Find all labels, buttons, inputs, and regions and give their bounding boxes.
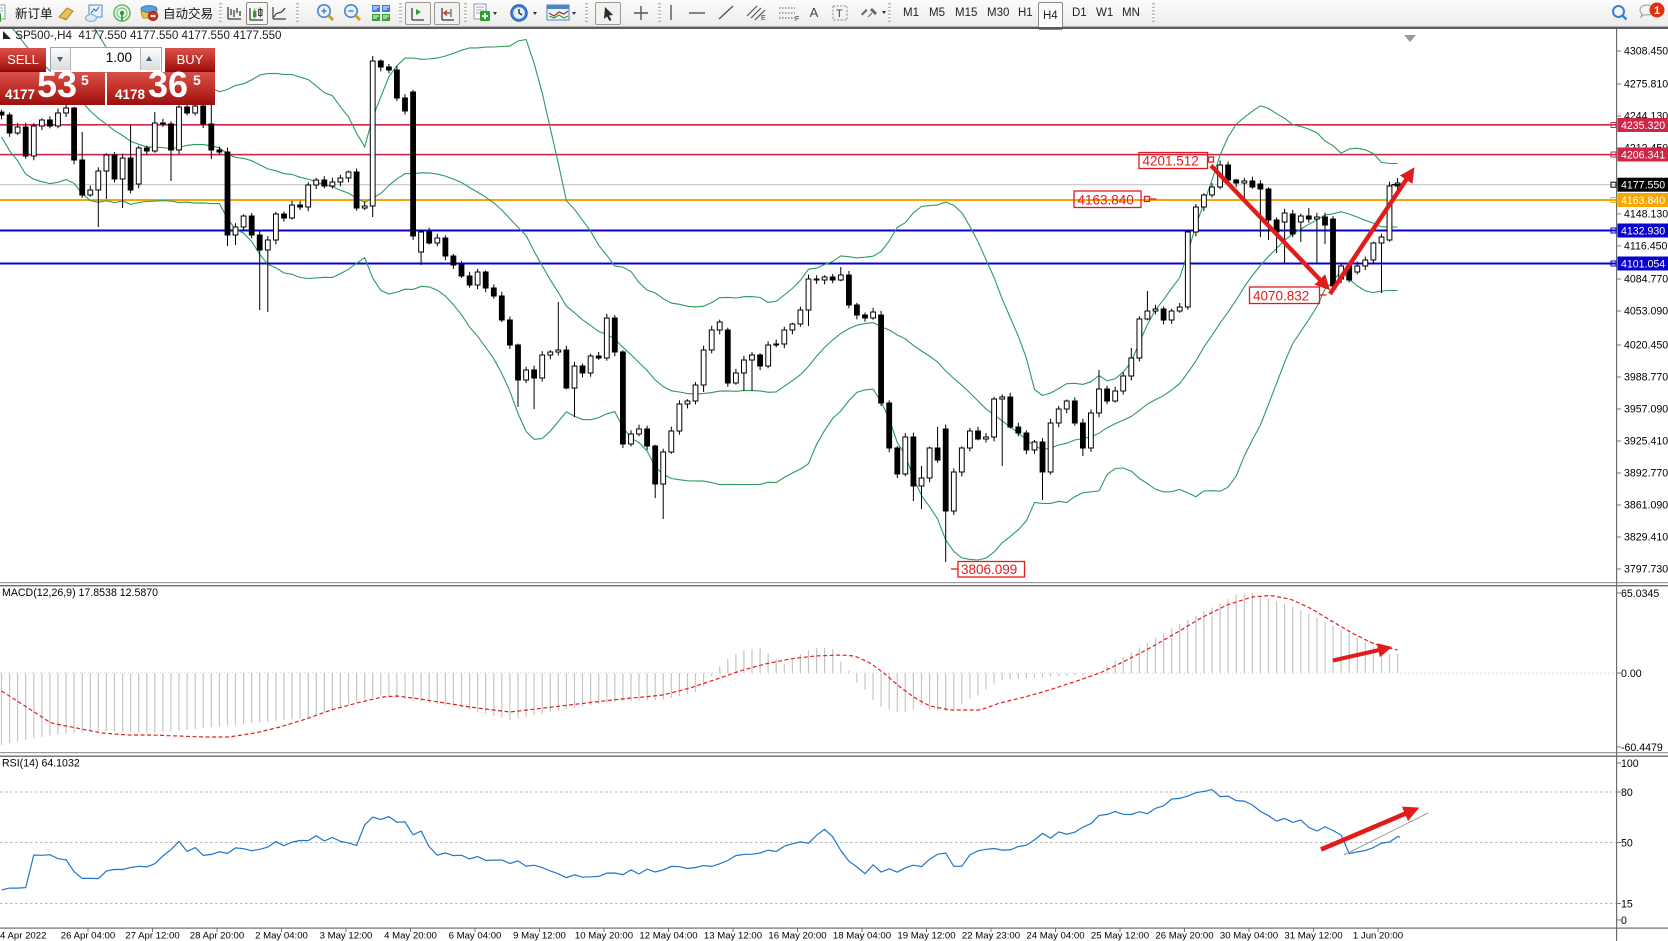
svg-text:22 May 23:00: 22 May 23:00 (962, 931, 1020, 941)
svg-text:3 May 12:00: 3 May 12:00 (320, 931, 373, 941)
svg-text:3861.090: 3861.090 (1624, 500, 1668, 512)
svg-text:31 May 12:00: 31 May 12:00 (1284, 931, 1342, 941)
svg-text:T: T (836, 8, 843, 20)
svg-text:4148.130: 4148.130 (1624, 209, 1668, 221)
svg-text:19 May 12:00: 19 May 12:00 (897, 931, 955, 941)
svg-text:4132.930: 4132.930 (1621, 225, 1665, 237)
svg-text:50: 50 (1621, 838, 1633, 850)
svg-text:E: E (761, 15, 766, 22)
svg-text:4020.450: 4020.450 (1624, 340, 1668, 352)
svg-text:4163.840: 4163.840 (1078, 193, 1134, 208)
svg-text:4275.810: 4275.810 (1624, 79, 1668, 91)
svg-text:4201.512: 4201.512 (1143, 154, 1199, 169)
svg-text:24 May 04:00: 24 May 04:00 (1026, 931, 1084, 941)
svg-text:80: 80 (1621, 787, 1633, 799)
svg-text:65.0345: 65.0345 (1621, 588, 1659, 600)
svg-text:30 May 04:00: 30 May 04:00 (1220, 931, 1278, 941)
svg-text:25 May 12:00: 25 May 12:00 (1091, 931, 1149, 941)
svg-text:26 May 20:00: 26 May 20:00 (1155, 931, 1213, 941)
svg-text:1 Jun 20:00: 1 Jun 20:00 (1353, 931, 1403, 941)
svg-text:F: F (795, 16, 799, 22)
svg-text:4116.450: 4116.450 (1624, 241, 1668, 253)
svg-text:6 May 04:00: 6 May 04:00 (449, 931, 502, 941)
svg-text:4 Apr 2022: 4 Apr 2022 (0, 931, 46, 941)
svg-text:18 May 04:00: 18 May 04:00 (833, 931, 891, 941)
svg-text:4177.550: 4177.550 (1621, 180, 1665, 192)
svg-text:4308.450: 4308.450 (1624, 46, 1668, 58)
svg-text:10 May 20:00: 10 May 20:00 (575, 931, 633, 941)
svg-text:2 May 04:00: 2 May 04:00 (255, 931, 308, 941)
svg-text:MACD(12,26,9) 17.8538 12.5870: MACD(12,26,9) 17.8538 12.5870 (2, 587, 158, 599)
svg-text:1: 1 (1654, 5, 1660, 17)
svg-text:3829.410: 3829.410 (1624, 532, 1668, 544)
svg-text:4101.054: 4101.054 (1621, 258, 1665, 270)
svg-text:3925.410: 3925.410 (1624, 436, 1668, 448)
svg-text:15: 15 (1621, 899, 1633, 911)
svg-text:4053.090: 4053.090 (1624, 306, 1668, 318)
svg-text:4070.832: 4070.832 (1253, 289, 1309, 304)
svg-text:12 May 04:00: 12 May 04:00 (639, 931, 697, 941)
svg-text:4235.320: 4235.320 (1621, 120, 1665, 132)
svg-text:3806.099: 3806.099 (961, 562, 1017, 577)
svg-text:4163.840: 4163.840 (1621, 195, 1665, 207)
svg-text:4 May 20:00: 4 May 20:00 (384, 931, 437, 941)
svg-text:9 May 12:00: 9 May 12:00 (513, 931, 566, 941)
svg-text:28 Apr 20:00: 28 Apr 20:00 (190, 931, 244, 941)
svg-text:100: 100 (1621, 758, 1639, 770)
svg-text:16 May 20:00: 16 May 20:00 (768, 931, 826, 941)
svg-text:-60.4479: -60.4479 (1621, 742, 1663, 754)
svg-text:3957.090: 3957.090 (1624, 404, 1668, 416)
svg-text:3797.730: 3797.730 (1624, 564, 1668, 576)
svg-text:3892.770: 3892.770 (1624, 468, 1668, 480)
svg-text:3988.770: 3988.770 (1624, 372, 1668, 384)
svg-text:27 Apr 12:00: 27 Apr 12:00 (125, 931, 179, 941)
svg-text:26 Apr 04:00: 26 Apr 04:00 (61, 931, 115, 941)
svg-text:RSI(14) 64.1032: RSI(14) 64.1032 (2, 758, 80, 770)
svg-text:4084.770: 4084.770 (1624, 274, 1668, 286)
svg-text:0.00: 0.00 (1621, 668, 1642, 680)
svg-text:13 May 12:00: 13 May 12:00 (704, 931, 762, 941)
svg-text:4206.341: 4206.341 (1621, 149, 1665, 161)
svg-text:0: 0 (1621, 915, 1627, 927)
